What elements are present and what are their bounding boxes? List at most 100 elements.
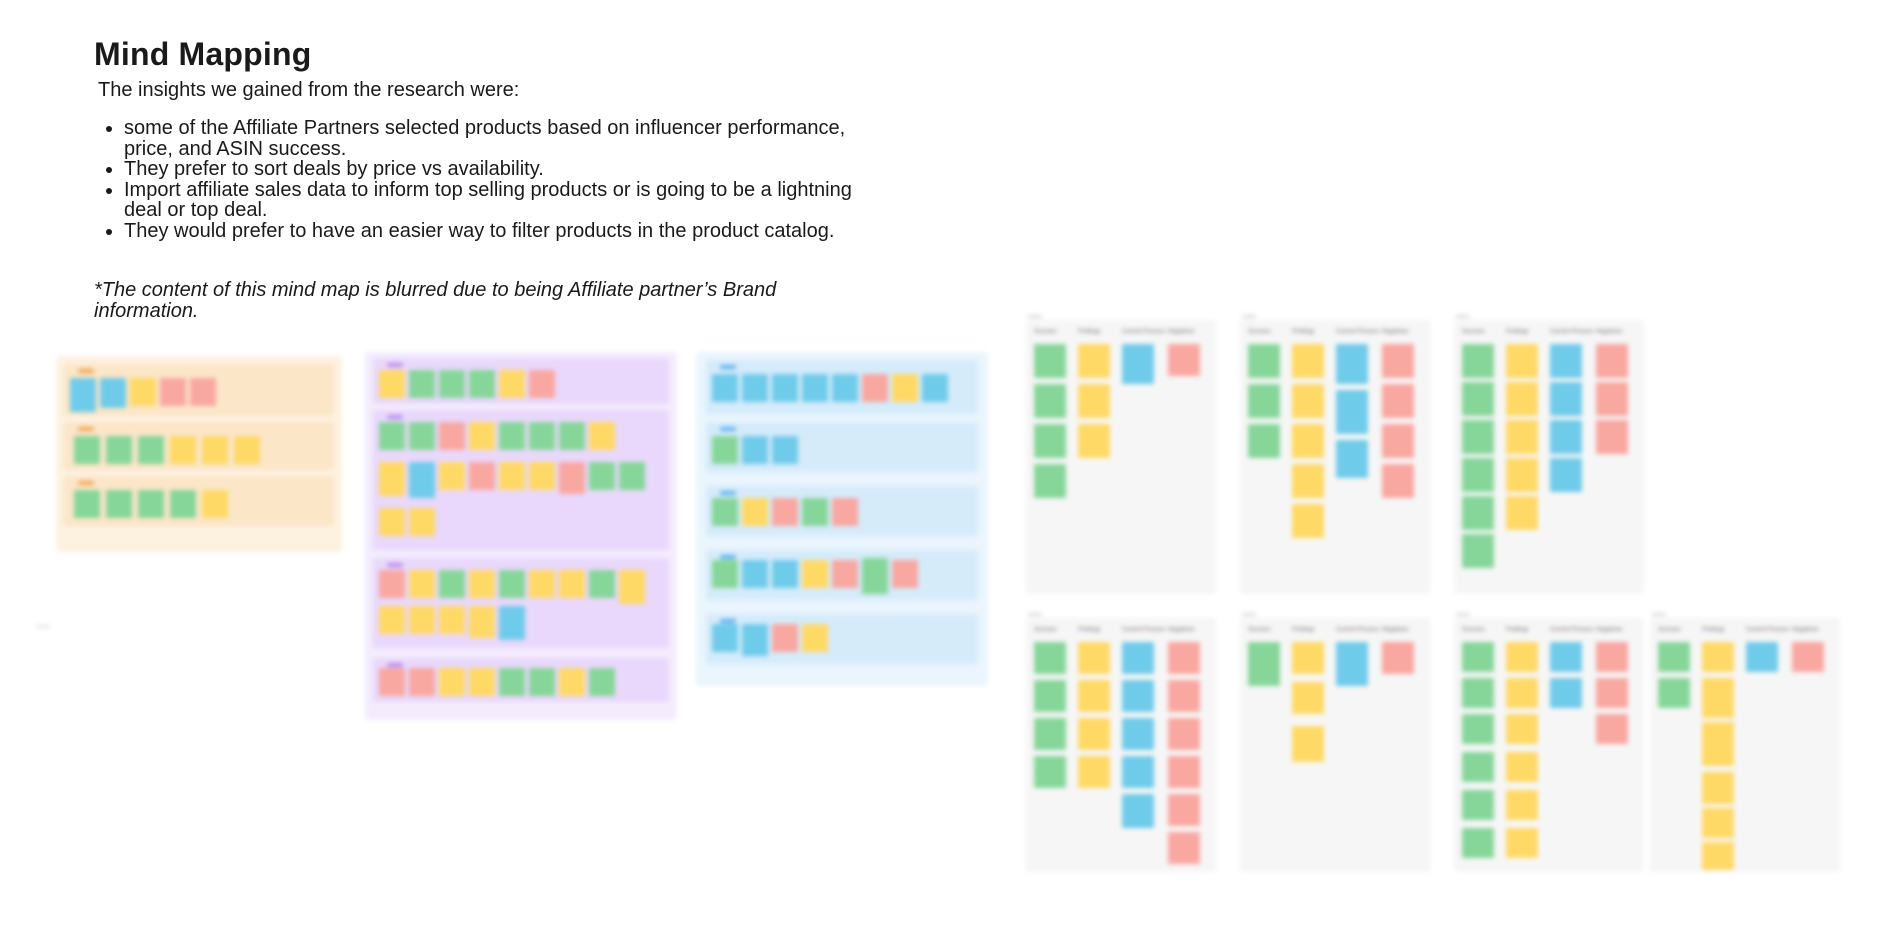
sticky-note: [469, 606, 495, 638]
sticky-note: [1550, 344, 1582, 378]
section-tag: [387, 663, 403, 667]
sticky-note: [832, 498, 858, 526]
sticky-note: [499, 422, 525, 450]
sticky-note: [1292, 642, 1324, 674]
sticky-note: [802, 624, 828, 652]
section-tag: [720, 427, 736, 431]
board-label-placeholder: [1242, 315, 1256, 318]
sticky-note: [1506, 496, 1538, 530]
column-header: Findings: [1506, 329, 1529, 335]
sticky-note: [1034, 464, 1066, 498]
sticky-note: [100, 378, 126, 408]
sticky-note: [1078, 384, 1110, 418]
sticky-note: [1292, 682, 1324, 714]
sticky-note: [1506, 790, 1538, 820]
sticky-note: [712, 624, 738, 652]
sticky-note: [1462, 344, 1494, 378]
sticky-note: [1292, 464, 1324, 498]
column-header: Current Process: [1550, 329, 1594, 335]
section-tag: [720, 491, 736, 495]
column-header: Negatives: [1596, 627, 1623, 633]
insight-item: They would prefer to have an easier way …: [124, 220, 854, 242]
sticky-note: [1248, 344, 1280, 378]
column-header: Success: [1462, 329, 1485, 335]
group-section: [373, 358, 669, 404]
board-label-placeholder: [1652, 613, 1666, 616]
group-section: [706, 550, 978, 600]
sticky-note: [619, 570, 645, 604]
insight-item: They prefer to sort deals by price vs av…: [124, 159, 854, 180]
column-header: Success: [1248, 329, 1271, 335]
sticky-note: [439, 570, 465, 598]
section-tag: [78, 427, 94, 431]
column-header: Current Process: [1336, 627, 1380, 633]
sticky-note: [1462, 714, 1494, 744]
sticky-note: [1462, 678, 1494, 708]
sticky-note: [712, 374, 738, 402]
sticky-note: [379, 462, 405, 496]
sticky-note: [439, 606, 465, 634]
sticky-note: [106, 490, 132, 518]
sticky-note: [1550, 642, 1582, 672]
sticky-note: [106, 436, 132, 464]
sticky-note: [1506, 714, 1538, 744]
sticky-note: [1596, 382, 1628, 416]
sticky-note: [589, 570, 615, 598]
sticky-note: [1122, 680, 1154, 712]
sticky-note: [742, 374, 768, 402]
section-tag: [720, 619, 736, 623]
research-board: Success Findings Current Process Negativ…: [1026, 315, 1216, 594]
sticky-note: [499, 370, 525, 398]
sticky-note: [892, 560, 918, 588]
sticky-note: [862, 374, 888, 402]
sticky-note: [379, 668, 405, 696]
sticky-note: [1702, 722, 1734, 766]
column-header: Current Process: [1550, 627, 1594, 633]
group-section: [64, 364, 334, 416]
sticky-note: [1292, 424, 1324, 458]
sticky-note: [1078, 756, 1110, 788]
sticky-note: [469, 570, 495, 598]
sticky-note: [742, 498, 768, 526]
sticky-note: [1248, 424, 1280, 458]
sticky-note: [1248, 384, 1280, 418]
sticky-note: [742, 560, 768, 588]
sticky-note: [1462, 790, 1494, 820]
sticky-note: [1506, 642, 1538, 672]
research-board: Success Findings Current Process Negativ…: [1026, 613, 1216, 872]
sticky-note: [1122, 718, 1154, 750]
sticky-note: [712, 498, 738, 526]
sticky-note: [74, 490, 100, 518]
research-board: Success Findings Current Process Negativ…: [1454, 315, 1644, 594]
sticky-note: [1506, 678, 1538, 708]
group-section: [64, 422, 334, 470]
sticky-note: [589, 462, 615, 490]
sticky-note: [529, 668, 555, 696]
column-header: Success: [1248, 627, 1271, 633]
sticky-note: [1702, 808, 1734, 838]
sticky-note: [439, 370, 465, 398]
sticky-note: [1336, 642, 1368, 686]
sticky-note: [529, 570, 555, 598]
sticky-note: [1658, 678, 1690, 708]
sticky-note: [529, 462, 555, 490]
insight-item: Import affiliate sales data to inform to…: [124, 179, 854, 221]
sticky-note: [1168, 832, 1200, 864]
sticky-note: [1596, 420, 1628, 454]
sticky-note: [1596, 714, 1628, 744]
sticky-note: [499, 606, 525, 640]
sticky-note: [1034, 384, 1066, 418]
sticky-note: [712, 436, 738, 464]
sticky-note: [1336, 440, 1368, 478]
sticky-note: [1550, 382, 1582, 416]
sticky-note: [1382, 424, 1414, 458]
sticky-note: [1292, 344, 1324, 378]
sticky-note: [529, 422, 555, 450]
sticky-note: [1550, 458, 1582, 492]
sticky-note: [832, 560, 858, 588]
sticky-note: [772, 624, 798, 652]
sticky-note: [1746, 642, 1778, 672]
group-section: [706, 422, 978, 472]
map-label-placeholder: [36, 625, 50, 628]
sticky-note: [499, 668, 525, 696]
